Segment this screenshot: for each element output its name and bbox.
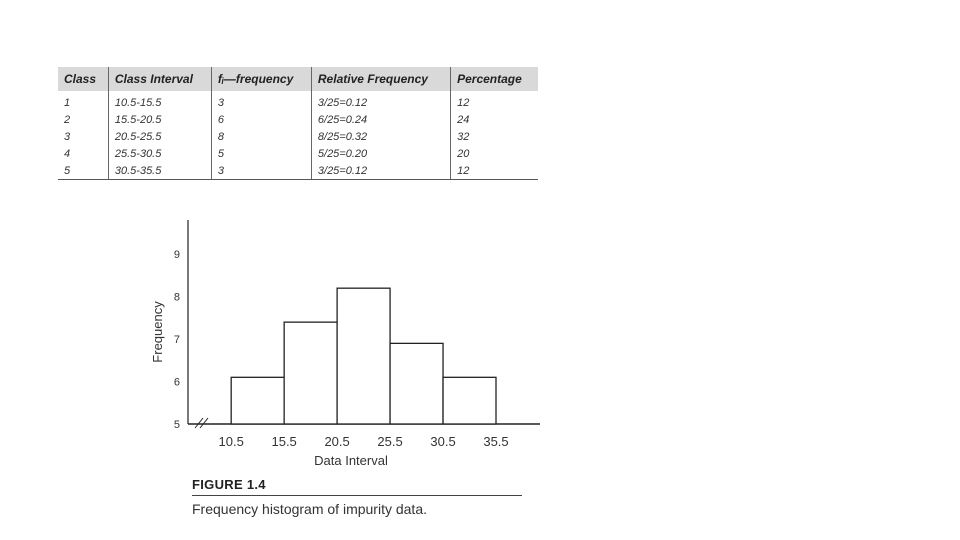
cell-class: 2	[58, 111, 109, 128]
cell-frequency: 8	[211, 128, 312, 145]
cell-class: 3	[58, 128, 109, 145]
x-tick-label: 30.5	[430, 434, 455, 449]
table-row: 5 30.5-35.5 3 3/25=0.12 12	[58, 162, 538, 180]
cell-class: 4	[58, 145, 109, 162]
table-row: 2 15.5-20.5 6 6/25=0.24 24	[58, 111, 538, 128]
frequency-table: Class Class Interval fᵢ—frequency Relati…	[58, 67, 538, 180]
table-row: 3 20.5-25.5 8 8/25=0.32 32	[58, 128, 538, 145]
y-tick-label: 6	[174, 377, 180, 389]
x-axis-label: Data Interval	[314, 453, 388, 468]
cell-interval: 30.5-35.5	[108, 162, 212, 180]
cell-percentage: 32	[457, 130, 470, 143]
histogram-bar	[442, 376, 497, 425]
y-tick-label: 9	[174, 249, 180, 261]
table-header-row: Class Class Interval fᵢ—frequency Relati…	[58, 67, 538, 91]
x-tick-label: 20.5	[324, 434, 349, 449]
histogram-bar	[389, 342, 444, 425]
header-relative-frequency: Relative Frequency	[311, 67, 452, 91]
cell-frequency: 3	[211, 91, 312, 111]
y-axis-label: Frequency	[150, 301, 165, 363]
header-percentage: Percentage	[450, 67, 538, 91]
table-row: 1 10.5-15.5 3 3/25=0.12 12	[58, 91, 538, 111]
axis-break-mark	[194, 417, 204, 429]
figure-divider	[192, 495, 522, 496]
y-tick-label: 5	[174, 419, 180, 431]
y-tick-label: 8	[174, 292, 180, 304]
cell-interval: 15.5-20.5	[108, 111, 212, 128]
cell-interval: 25.5-30.5	[108, 145, 212, 162]
cell-frequency: 5	[211, 145, 312, 162]
cell-relative-frequency: 3/25=0.12	[311, 91, 452, 111]
y-tick-label: 7	[174, 334, 180, 346]
header-class-interval: Class Interval	[108, 67, 212, 91]
cell-relative-frequency: 5/25=0.20	[311, 145, 452, 162]
cell-percentage: 12	[450, 162, 538, 180]
histogram-bar	[336, 287, 391, 425]
figure-caption: Frequency histogram of impurity data.	[192, 501, 427, 517]
cell-percentage: 20	[457, 147, 470, 160]
header-frequency: fᵢ—frequency	[211, 67, 312, 91]
cell-frequency: 6	[211, 111, 312, 128]
histogram-bar	[283, 321, 338, 425]
cell-class: 1	[58, 91, 109, 111]
cell-interval: 10.5-15.5	[108, 91, 212, 111]
table-row: 4 25.5-30.5 5 5/25=0.20 20	[58, 145, 538, 162]
frequency-histogram: 5 6 7 8 9 10.5 15.5 20.5 25.5 30.5 35.5 Data Interv…	[150, 220, 540, 468]
header-class: Class	[58, 67, 109, 91]
cell-percentage: 24	[457, 113, 470, 126]
x-tick-label: 10.5	[219, 434, 244, 449]
cell-relative-frequency: 8/25=0.32	[311, 128, 452, 145]
cell-frequency: 3	[211, 162, 312, 180]
cell-interval: 20.5-25.5	[108, 128, 212, 145]
cell-class: 5	[58, 162, 109, 180]
axis-break-mark	[199, 417, 209, 429]
figure-label: FIGURE 1.4	[192, 477, 266, 492]
cell-relative-frequency: 6/25=0.24	[311, 111, 452, 128]
x-tick-label: 25.5	[377, 434, 402, 449]
histogram-bar	[230, 376, 285, 425]
cell-relative-frequency: 3/25=0.12	[311, 162, 452, 180]
x-tick-label: 35.5	[483, 434, 508, 449]
x-tick-label: 15.5	[271, 434, 296, 449]
cell-percentage: 12	[457, 96, 470, 109]
